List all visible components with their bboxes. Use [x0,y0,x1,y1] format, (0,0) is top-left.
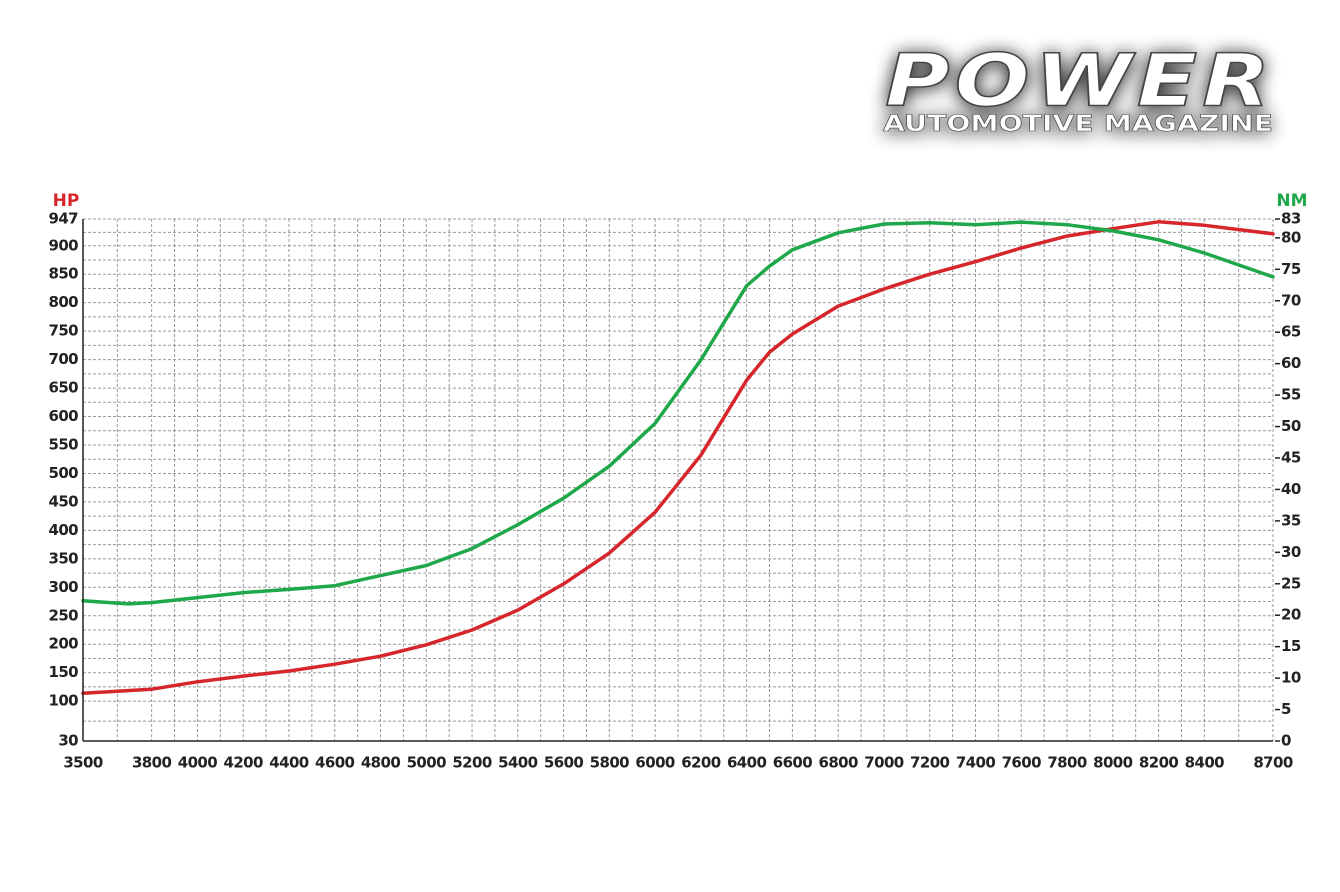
y2-tick-label: 5 [1281,700,1291,718]
y-axis-label: HP [53,191,80,211]
y2-tick-label: 0 [1281,732,1291,750]
x-tick-label: 4800 [361,754,401,772]
x-tick-label: 3800 [132,754,172,772]
y2-tick-label: 25 [1281,574,1301,592]
grid [82,218,1274,742]
x-tick-label: 8000 [1093,754,1133,772]
x-tick-label: 8400 [1185,754,1225,772]
x-tick-label: 6800 [819,754,859,772]
y2-tick-label: 45 [1281,448,1301,466]
logo-title: POWER [885,39,1275,123]
y2-tick-label: 50 [1281,417,1301,435]
x-tick-label: 5800 [590,754,630,772]
plot [81,220,1275,695]
y-tick-label: 900 [48,236,78,254]
x-tick-label: 7600 [1002,754,1042,772]
x-tick-label: 6000 [635,754,675,772]
y-tick-label: 947 [48,210,78,228]
line-series [81,220,1275,695]
y-tick-label: 650 [48,379,78,397]
x-tick-label: 5000 [407,754,447,772]
y-tick-label: 700 [48,350,78,368]
x-tick-label: 7800 [1047,754,1087,772]
y-tick-label: 800 [48,293,78,311]
y2-tick-label: 20 [1281,606,1301,624]
y-tick-label: 250 [48,606,78,624]
y2-tick-label: 83 [1281,210,1301,228]
x-tick-label: 4000 [178,754,218,772]
y-tick-label: 300 [48,578,78,596]
y2-tick-label: 60 [1281,354,1301,372]
y2-tick-label: 65 [1281,323,1301,341]
x-tick-label: 8200 [1139,754,1179,772]
y2-tick-label: 80 [1281,228,1301,246]
x-tick-label: 7200 [910,754,950,772]
x-tick-label: 7400 [956,754,996,772]
y2-tick-label: 15 [1281,637,1301,655]
y-tick-label: 550 [48,435,78,453]
x-tick-label: 7000 [864,754,904,772]
y2-axis-label: NM [1276,191,1307,211]
x-tick-label: 6400 [727,754,767,772]
y2-tick-label: 10 [1281,669,1301,687]
x-tick-label: 4200 [224,754,264,772]
y2-tick-label: 40 [1281,480,1301,498]
logo: POWER AUTOMOTIVE MAGAZINE [883,38,1275,138]
x-tick-label: 4400 [269,754,309,772]
y-tick-label: 100 [48,692,78,710]
logo-subtitle: AUTOMOTIVE MAGAZINE [883,112,1273,137]
x-tick-label: 6600 [773,754,813,772]
y-tick-label: 750 [48,322,78,340]
y-tick-label: 500 [48,464,78,482]
x-tick-label: 6200 [681,754,721,772]
y2-tick-label: 70 [1281,291,1301,309]
y-tick-label: 200 [48,635,78,653]
x-tick-label: 3500 [63,754,103,772]
y-tick-label: 400 [48,521,78,539]
y-tick-label: 30 [58,732,78,750]
y2-tick-label: 30 [1281,543,1301,561]
y2-tick-label: 35 [1281,511,1301,529]
y-tick-label: 850 [48,265,78,283]
x-tick-label: 4600 [315,754,355,772]
x-tick-label: 5200 [452,754,492,772]
y2-tick-label: 55 [1281,386,1301,404]
x-tick-label: 8700 [1253,754,1293,772]
x-tick-label: 5600 [544,754,584,772]
x-tick-label: 5400 [498,754,538,772]
y-tick-label: 600 [48,407,78,425]
y-tick-label: 150 [48,663,78,681]
line-series [81,220,1275,606]
y-tick-label: 450 [48,492,78,510]
y-tick-label: 350 [48,549,78,567]
y2-tick-label: 75 [1281,260,1301,278]
